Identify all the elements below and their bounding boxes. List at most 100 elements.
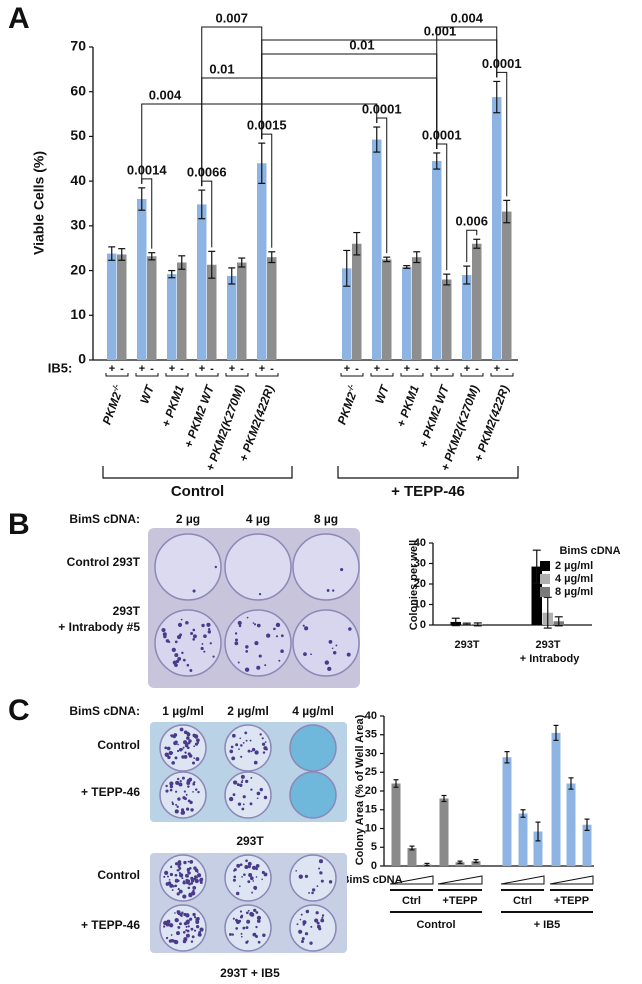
colony	[168, 879, 171, 881]
colony	[162, 925, 166, 928]
colony	[203, 634, 207, 639]
colony	[171, 802, 175, 806]
colony	[181, 755, 185, 759]
colony	[235, 927, 239, 930]
colony	[178, 782, 183, 787]
bar	[582, 824, 592, 866]
colony	[176, 931, 181, 936]
colony	[193, 877, 197, 881]
colony	[195, 924, 200, 929]
y-tick-label: 30	[365, 747, 377, 759]
colony	[235, 919, 241, 925]
colony	[326, 589, 330, 592]
series-sign: -	[270, 363, 274, 375]
colony	[183, 790, 186, 793]
series-row-label: IB5:	[48, 360, 73, 375]
colony	[176, 634, 182, 640]
series-sign: +	[199, 363, 205, 375]
bar	[197, 204, 207, 360]
colony	[163, 875, 166, 878]
significance-bracket	[201, 77, 438, 187]
bar	[502, 211, 512, 360]
colony	[332, 650, 337, 655]
p-value: 0.004	[149, 87, 182, 102]
colony	[178, 889, 183, 894]
plate-caption: 293T	[236, 834, 264, 848]
colony	[164, 752, 168, 756]
legend-label: 8 µg/ml	[555, 586, 593, 598]
colony	[328, 639, 333, 644]
colony	[258, 654, 262, 658]
colony	[165, 936, 169, 940]
bar	[227, 275, 237, 360]
bar	[167, 274, 177, 360]
series-sign: +	[109, 363, 115, 375]
row-label: Control	[97, 738, 140, 752]
colony	[175, 780, 180, 785]
colony	[174, 640, 178, 644]
colony	[240, 914, 244, 918]
colony	[175, 862, 179, 866]
colony	[174, 653, 179, 658]
colony	[328, 880, 333, 884]
colony	[185, 793, 188, 796]
colony	[311, 891, 314, 895]
colony	[186, 736, 190, 740]
colony	[186, 663, 190, 667]
series-sign: -	[505, 363, 509, 375]
p-value: 0.0001	[362, 101, 402, 116]
bar	[412, 257, 422, 360]
column-label: 2 µg	[176, 512, 200, 526]
colony	[182, 930, 186, 934]
y-tick-label: 0	[420, 619, 426, 631]
colony	[255, 934, 259, 938]
colony	[189, 917, 193, 921]
bar	[382, 259, 392, 360]
colony	[171, 751, 174, 754]
colony	[177, 743, 179, 746]
colony	[241, 779, 244, 782]
well	[224, 724, 272, 772]
series-sign: +	[229, 363, 235, 375]
colony	[190, 940, 194, 943]
significance-bracket	[466, 229, 478, 263]
colony	[190, 808, 194, 812]
colony	[273, 627, 276, 631]
colony	[199, 877, 204, 882]
legend-title: BimS cDNA	[559, 545, 620, 557]
y-axis-label: Colony Area (% of Well Area)	[354, 714, 366, 865]
colony	[171, 647, 176, 652]
colony	[278, 659, 281, 662]
bar	[137, 199, 147, 360]
colony	[251, 865, 257, 870]
colony	[256, 665, 261, 670]
row-label: Control 293T	[67, 555, 141, 569]
colony	[187, 785, 190, 788]
colony	[255, 864, 260, 868]
colony	[247, 909, 250, 912]
colony	[246, 616, 249, 619]
series-sign: -	[355, 363, 359, 375]
x-tick-label: WT	[137, 382, 157, 406]
colony	[186, 929, 190, 933]
colony	[171, 801, 174, 804]
colony	[237, 661, 240, 664]
colony	[295, 869, 298, 872]
legend-label: 2 µg/ml	[555, 560, 593, 572]
colony	[187, 860, 190, 863]
colony	[184, 751, 187, 754]
x-tick-label: 293T + Intrabody	[517, 639, 581, 665]
colony	[169, 788, 173, 792]
sign-bracket	[165, 373, 189, 377]
colony	[192, 912, 196, 917]
bar	[237, 262, 247, 360]
bar	[407, 848, 417, 866]
colony	[206, 622, 211, 627]
bar	[107, 253, 117, 360]
colony	[196, 738, 200, 743]
colony	[186, 875, 189, 878]
colony	[259, 787, 263, 792]
bar	[472, 243, 482, 360]
y-tick-label: 10	[70, 306, 86, 322]
colony	[187, 886, 191, 890]
